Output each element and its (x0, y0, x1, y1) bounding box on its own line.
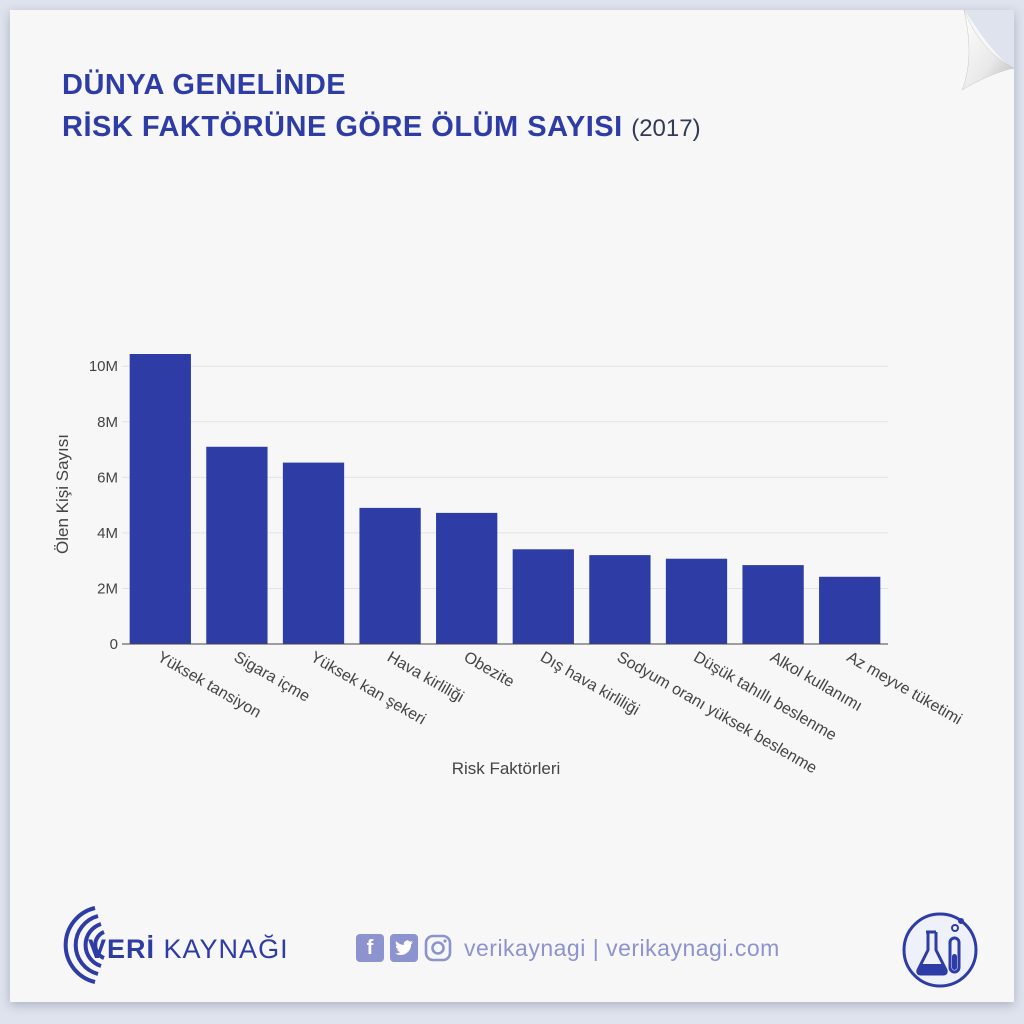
y-tick-label: 2M (97, 580, 118, 597)
x-tick-label: Obezite (461, 649, 517, 691)
title-year: (2017) (631, 115, 701, 142)
bar (359, 507, 421, 644)
instagram-icon[interactable] (424, 934, 452, 962)
bar (436, 512, 498, 644)
y-tick-label: 8M (97, 414, 118, 431)
brand-bold: VERİ (88, 934, 156, 964)
title-line-2-text: RİSK FAKTÖRÜNE GÖRE ÖLÜM SAYISI (62, 111, 623, 143)
title-line-2: RİSK FAKTÖRÜNE GÖRE ÖLÜM SAYISI (2017) (62, 106, 701, 150)
page-curl-icon (884, 10, 1014, 140)
facebook-icon[interactable]: f (356, 934, 384, 962)
chart-title: DÜNYA GENELİNDE RİSK FAKTÖRÜNE GÖRE ÖLÜM… (62, 64, 701, 150)
bar (282, 462, 345, 644)
brand-name: VERİ KAYNAĞI (88, 934, 289, 965)
social-links: f verikaynagi | verikaynagi.com (356, 933, 780, 963)
social-handle-text[interactable]: verikaynagi | verikaynagi.com (464, 934, 780, 961)
twitter-icon[interactable] (390, 934, 418, 962)
x-axis-title: Risk Faktörleri (452, 759, 561, 778)
bar (665, 558, 728, 644)
bar (742, 565, 804, 644)
y-tick-label: 10M (89, 358, 118, 375)
brand-light: KAYNAĞI (155, 934, 289, 964)
y-tick-label: 4M (97, 525, 118, 542)
x-tick-label: Az meyve tüketimi (844, 649, 965, 729)
veri-kaynagi-logo-icon (63, 906, 105, 984)
bar (589, 555, 651, 644)
bar (512, 549, 574, 644)
y-tick-label: 0 (110, 636, 118, 653)
y-axis-title: Ölen Kişi Sayısı (53, 434, 72, 554)
title-line-1: DÜNYA GENELİNDE (62, 69, 347, 101)
y-tick-label: 6M (97, 469, 118, 486)
bar (129, 354, 191, 644)
bar (819, 576, 881, 644)
bar (206, 446, 268, 644)
lab-flask-icon (902, 912, 978, 988)
